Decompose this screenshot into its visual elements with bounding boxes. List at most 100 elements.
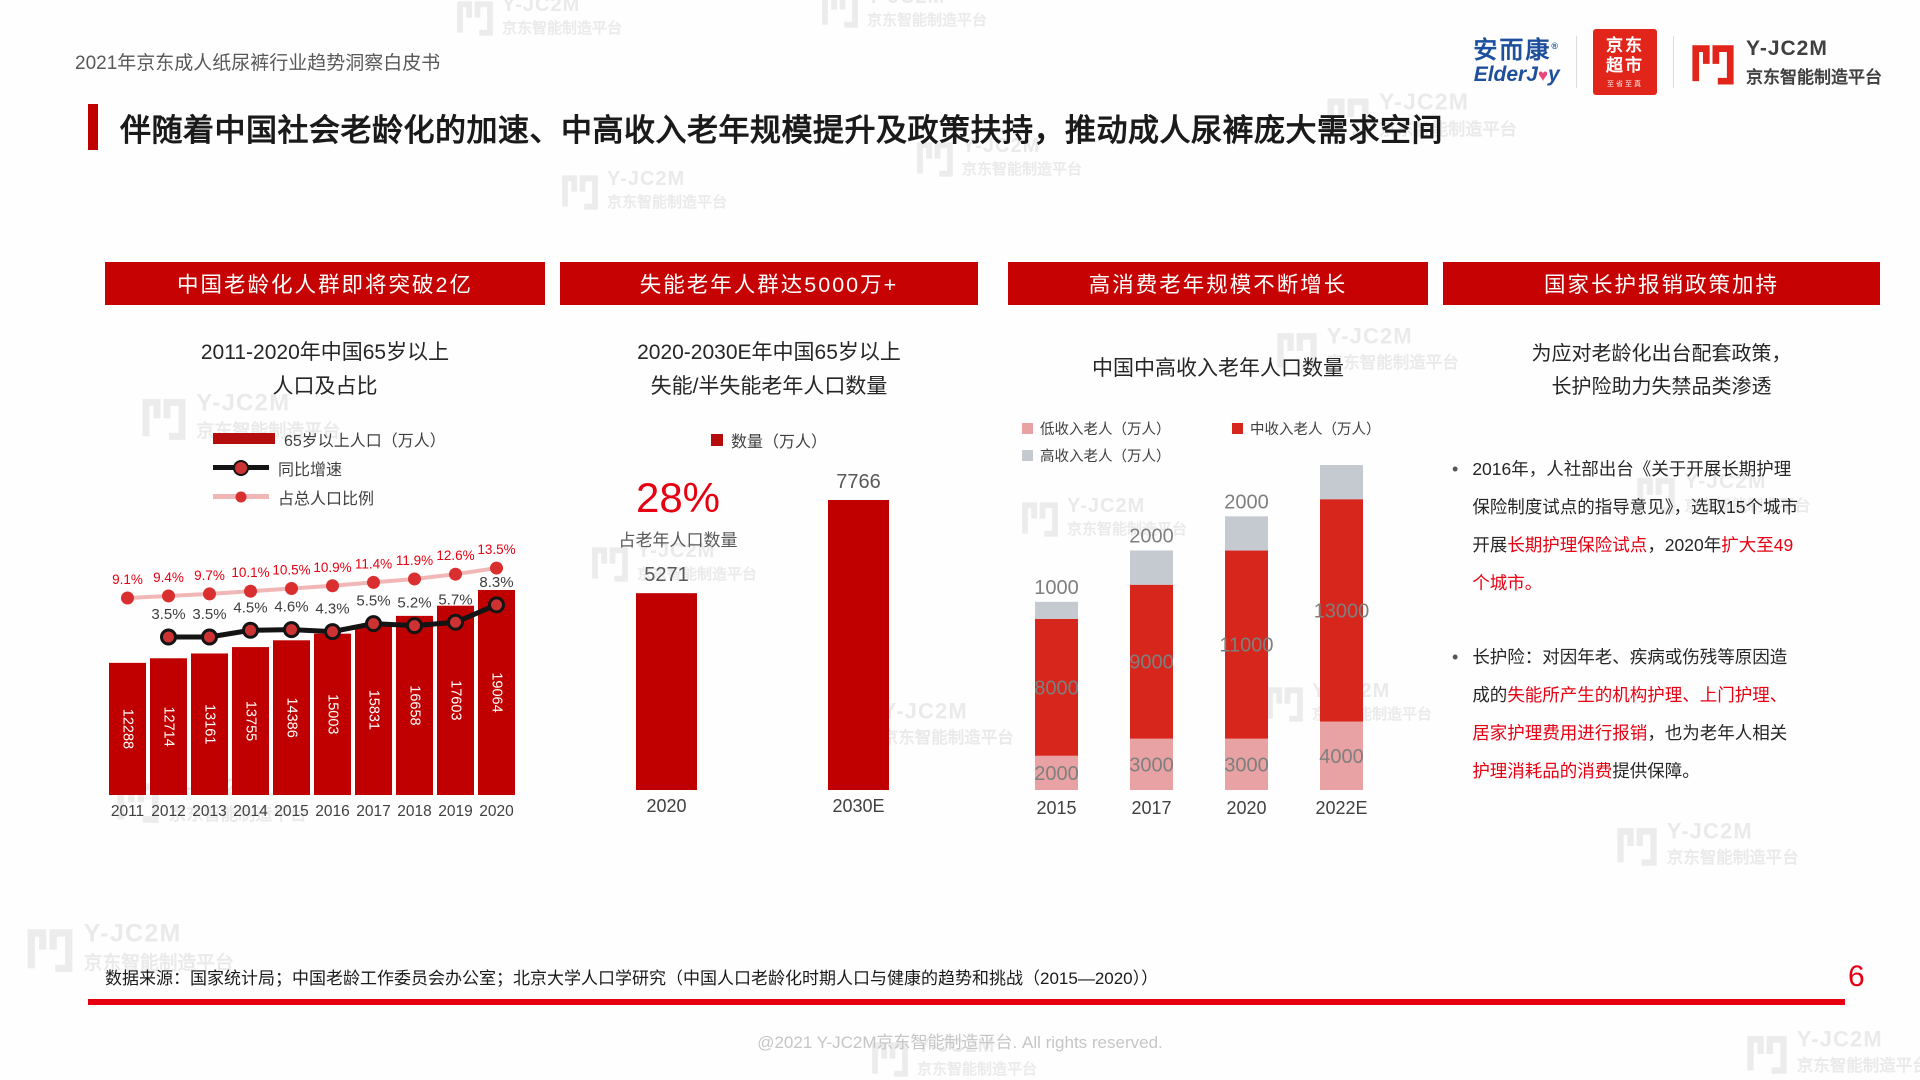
- stacked-bar-2015: 2000 8000 1000: [1034, 577, 1079, 790]
- stacked-bar-2017: 3000 9000 2000: [1129, 526, 1174, 790]
- policy-bullet-2: • 长护险：对因年老、疾病或伤残等原因造成的失能所产生的机构护理、上门护理、居家护…: [1452, 638, 1852, 790]
- svg-text:13755: 13755: [243, 701, 259, 741]
- copyright-note: @2021 Y-JC2M京东智能制造平台. All rights reserve…: [757, 1033, 1163, 1052]
- svg-text:2017: 2017: [356, 803, 390, 820]
- svg-text:12714: 12714: [161, 706, 177, 746]
- svg-text:13000: 13000: [1314, 600, 1370, 622]
- svg-text:2000: 2000: [1224, 491, 1269, 513]
- data-source-note: 数据来源：国家统计局；中国老龄工作委员会办公室；北京大学人口学研究（中国人口老龄…: [105, 969, 1159, 988]
- population-bars: 12288 12714 13161 13755 14386 15003 15831 16658…: [109, 590, 515, 795]
- svg-text:9.1%: 9.1%: [112, 572, 143, 587]
- legend-item-population: 65岁以上人口（万人）: [213, 424, 545, 453]
- svg-text:11.9%: 11.9%: [396, 553, 433, 568]
- svg-text:4.6%: 4.6%: [274, 599, 308, 616]
- chart2-legend: 数量（万人）: [560, 428, 978, 452]
- share-line: 9.1% 9.4% 9.7% 10.1% 10.5% 10.9% 11.4% 11.9% 12.…: [112, 542, 516, 605]
- svg-text:8.3%: 8.3%: [479, 574, 513, 591]
- legend-label: 数量（万人）: [730, 434, 827, 451]
- jc2m-watermark-icon: [1617, 828, 1657, 866]
- policy-title: 为应对老龄化出台配套政策， 长护险助力失禁品类渗透: [1531, 343, 1792, 398]
- legend-item-growth: 同比增速: [213, 453, 545, 482]
- svg-text:15831: 15831: [366, 690, 382, 730]
- svg-text:2018: 2018: [397, 803, 431, 820]
- bullet-text: 长护险：对因年老、疾病或伤残等原因造成的失能所产生的机构护理、上门护理、居家护理…: [1472, 647, 1788, 781]
- svg-text:9.7%: 9.7%: [194, 568, 225, 583]
- footer-divider-line: [88, 999, 1845, 1005]
- svg-text:2013: 2013: [192, 803, 226, 820]
- svg-text:3000: 3000: [1224, 754, 1269, 776]
- chart1-legend: 65岁以上人口（万人） 同比增速 占总人口比例: [105, 424, 545, 511]
- jc2m-name: Y-JC2M: [1746, 36, 1828, 60]
- legend-swatch-share-line: [213, 491, 269, 502]
- svg-text:9.4%: 9.4%: [153, 570, 184, 585]
- svg-text:4.3%: 4.3%: [315, 601, 349, 618]
- legend-swatch: [710, 434, 723, 446]
- chart-disabled-elderly: 5271 7766 2020 2030E: [636, 471, 889, 816]
- svg-text:11000: 11000: [1219, 635, 1273, 657]
- heart-icon: ♥: [1537, 65, 1548, 85]
- svg-text:2019: 2019: [438, 803, 472, 820]
- svg-text:10.9%: 10.9%: [313, 560, 351, 575]
- svg-text:2000: 2000: [1129, 526, 1174, 548]
- chart2-title: 2020-2030E年中国65岁以上 失能/半失能老年人口数量: [637, 341, 901, 398]
- legend-swatch: [1232, 423, 1243, 434]
- svg-text:1000: 1000: [1034, 577, 1079, 599]
- svg-text:4000: 4000: [1319, 746, 1364, 768]
- logo-divider: [1576, 36, 1577, 88]
- svg-text:5.2%: 5.2%: [397, 595, 431, 612]
- svg-text:2030E: 2030E: [832, 796, 884, 816]
- jc2m-watermark-icon: [27, 929, 73, 972]
- svg-text:17603: 17603: [448, 680, 464, 720]
- legend-swatch-growth-line: [213, 459, 269, 476]
- svg-text:2000: 2000: [1319, 458, 1364, 462]
- doc-title: 2021年京东成人纸尿裤行业趋势洞察白皮书: [75, 53, 441, 74]
- legend-swatch: [1022, 450, 1033, 461]
- legend-item-1: 中收入老人（万人）: [1232, 418, 1381, 439]
- svg-text:8000: 8000: [1034, 677, 1079, 699]
- chart-income-elderly: 2000 8000 1000 2015 3000 9000 2000 2017 3000 1100…: [1034, 458, 1370, 818]
- svg-text:5271: 5271: [644, 564, 689, 586]
- jc2m-watermark-icon: [822, 0, 858, 28]
- svg-text:7766: 7766: [836, 471, 881, 493]
- headline-text: 伴随着中国社会老龄化的加速、中高收入老年规模提升及政策扶持，推动成人尿裤庞大需求…: [120, 112, 1443, 148]
- jd-supermarket-logo: 京东 超市 至省至真: [1593, 29, 1657, 95]
- svg-text:2020: 2020: [646, 796, 686, 816]
- chart3-title: 中国中高收入老年人口数量: [1092, 357, 1344, 380]
- growth-line: 3.5% 3.5% 4.5% 4.6% 4.3% 5.5% 5.2% 5.7% 8.3%: [151, 574, 514, 646]
- svg-text:14386: 14386: [284, 697, 300, 737]
- svg-text:16658: 16658: [407, 685, 423, 725]
- policy-bullets: • 2016年，人社部出台《关于开展长期护理保险制度试点的指导意见》，选取15个城…: [1452, 450, 1852, 826]
- bullet-text: 2016年，人社部出台《关于开展长期护理保险制度试点的指导意见》，选取15个城市…: [1472, 459, 1799, 593]
- elderjoy-en-text: ElderJ♥y: [1473, 62, 1560, 86]
- svg-text:2015: 2015: [1036, 798, 1076, 818]
- disabled-bars: 5271 7766: [636, 471, 889, 790]
- svg-text:4.5%: 4.5%: [233, 599, 267, 616]
- legend-item-2: 高收入老人（万人）: [1022, 445, 1171, 466]
- logo-bar: 安而康® ElderJ♥y 京东 超市 至省至真 Y-JC2M 京东智能制造平台: [1473, 28, 1882, 96]
- jc2m-watermark-icon: [457, 1, 493, 36]
- svg-text:2017: 2017: [1131, 798, 1171, 818]
- svg-text:10.5%: 10.5%: [272, 562, 310, 577]
- svg-text:19064: 19064: [489, 672, 505, 712]
- policy-bullet-1: • 2016年，人社部出台《关于开展长期护理保险制度试点的指导意见》，选取15个城…: [1452, 450, 1852, 602]
- stacked-bar-2022E: 4000 13000 2000: [1314, 458, 1370, 790]
- elderjoy-cn-text: 安而康®: [1473, 37, 1560, 65]
- page-number: 6: [1848, 960, 1865, 993]
- disabled-share-callout: 28%: [635, 474, 721, 521]
- elderjoy-logo: 安而康® ElderJ♥y: [1473, 38, 1560, 85]
- svg-text:2015: 2015: [274, 803, 308, 820]
- headline-accent-bar: [88, 104, 98, 150]
- svg-text:3.5%: 3.5%: [192, 606, 226, 623]
- disabled-share-callout-label: 占老年人口数量: [618, 531, 738, 550]
- banner-aging-population: 中国老龄化人群即将突破2亿: [105, 262, 545, 305]
- svg-text:12288: 12288: [120, 709, 136, 749]
- banner-high-consumption: 高消费老年规模不断增长: [1008, 262, 1428, 305]
- legend-item-share: 占总人口比例: [213, 482, 545, 511]
- jc2m-watermark-icon: [562, 175, 598, 210]
- svg-text:3000: 3000: [1129, 754, 1174, 776]
- svg-text:2020: 2020: [479, 803, 514, 820]
- svg-text:5.5%: 5.5%: [356, 593, 390, 610]
